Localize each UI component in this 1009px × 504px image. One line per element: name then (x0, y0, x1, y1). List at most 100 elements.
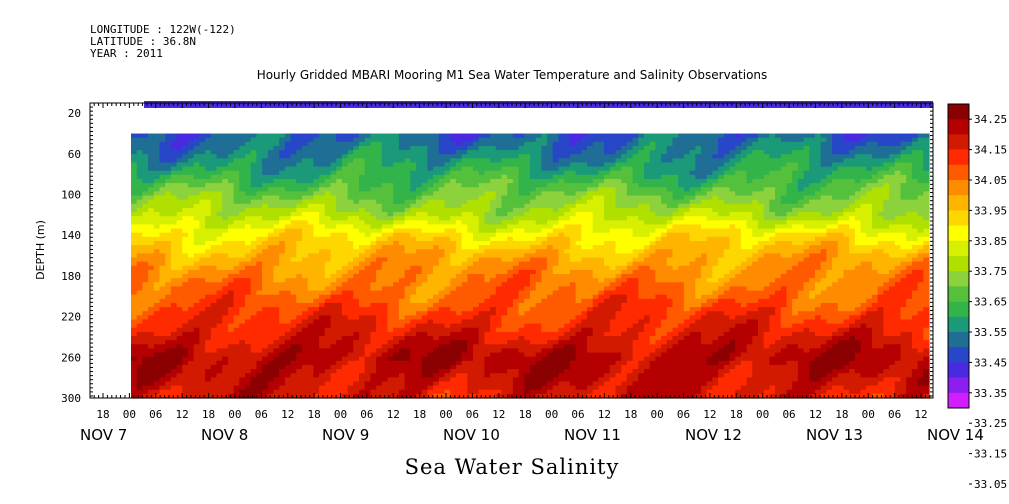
heatmap-cell (421, 389, 428, 395)
heatmap-cell (421, 154, 428, 159)
heatmap-cell (473, 257, 480, 263)
heatmap-cell (490, 286, 497, 292)
heatmap-cell (148, 265, 155, 271)
heatmap-cell (210, 240, 218, 246)
heatmap-cell (421, 360, 428, 366)
heatmap-cell (153, 278, 161, 283)
heatmap-cell (564, 224, 571, 230)
heatmap-cell (148, 311, 155, 316)
heatmap-cell (524, 224, 531, 230)
heatmap-cell (131, 369, 138, 374)
heatmap-cell (210, 150, 218, 155)
heatmap-cell (182, 315, 189, 321)
heatmap-cell (484, 174, 491, 180)
heatmap-cell (302, 253, 309, 259)
heatmap-cell (501, 150, 508, 155)
heatmap-cell (569, 323, 577, 329)
heatmap-cell (512, 174, 520, 180)
heatmap-cell (336, 224, 343, 230)
heatmap-cell (262, 336, 269, 341)
heatmap-cell (341, 195, 349, 201)
heatmap-cell (273, 269, 280, 275)
heatmap-cell (444, 286, 451, 292)
heatmap-cell (381, 207, 389, 213)
heatmap-cell (267, 174, 275, 180)
heatmap-cell (267, 389, 275, 395)
heatmap-cell (296, 236, 303, 242)
heatmap-cell (359, 249, 366, 254)
heatmap-cell (512, 199, 520, 205)
heatmap-cell (227, 191, 235, 197)
heatmap-cell (153, 290, 161, 296)
heatmap-cell (227, 389, 235, 395)
heatmap-cell (433, 290, 440, 296)
heatmap-cell (473, 240, 480, 246)
heatmap-cell (284, 356, 292, 362)
heatmap-cell (387, 236, 394, 242)
heatmap-cell (239, 311, 246, 316)
heatmap-cell (547, 286, 554, 292)
heatmap-cell (193, 224, 200, 230)
heatmap-cell (558, 199, 565, 205)
heatmap-cell (336, 150, 343, 155)
heatmap-cell (256, 356, 263, 362)
heatmap-cell (501, 199, 508, 205)
heatmap-cell (341, 265, 349, 271)
heatmap-cell (552, 385, 560, 391)
heatmap-cell (558, 286, 565, 292)
heatmap-cell (313, 298, 320, 304)
heatmap-cell (290, 344, 297, 350)
heatmap-cell (552, 278, 560, 283)
heatmap-cell (541, 286, 548, 292)
heatmap-cell (518, 286, 525, 292)
heatmap-cell (170, 282, 178, 288)
heatmap-cell (296, 269, 303, 275)
heatmap-cell (450, 187, 457, 192)
heatmap-cell (541, 340, 548, 345)
heatmap-cell (267, 162, 275, 168)
heatmap-cell (131, 228, 138, 234)
heatmap-cell (473, 360, 480, 366)
heatmap-cell (330, 249, 337, 254)
heatmap-cell (233, 369, 240, 374)
heatmap-cell (478, 298, 485, 304)
heatmap-cell (478, 274, 485, 279)
heatmap-cell (239, 216, 246, 221)
heatmap-cell (273, 348, 280, 354)
heatmap-cell (530, 253, 537, 259)
heatmap-cell (239, 203, 246, 209)
heatmap-cell (541, 145, 548, 151)
heatmap-cell (227, 174, 235, 180)
heatmap-cell (290, 158, 297, 164)
heatmap-cell (182, 393, 189, 399)
heatmap-cell (438, 166, 446, 172)
heatmap-cell (450, 360, 457, 366)
heatmap-cell (273, 319, 280, 325)
heatmap-cell (552, 224, 560, 230)
heatmap-cell (330, 331, 337, 337)
heatmap-cell (159, 174, 166, 180)
heatmap-cell (319, 348, 326, 354)
heatmap-cell (455, 319, 463, 325)
heatmap-cell (364, 133, 371, 139)
heatmap-cell (222, 282, 229, 288)
heatmap-cell (376, 240, 383, 246)
heatmap-cell (490, 294, 497, 300)
heatmap-cell (404, 207, 411, 213)
heatmap-cell (569, 195, 577, 201)
heatmap-cell (233, 385, 240, 391)
heatmap-cell (393, 286, 400, 292)
heatmap-cell (438, 232, 446, 238)
heatmap-cell (193, 373, 200, 378)
heatmap-cell (216, 236, 223, 242)
heatmap-cell (444, 236, 451, 242)
heatmap-cell (319, 302, 326, 308)
heatmap-cell (250, 319, 257, 325)
heatmap-cell (341, 216, 349, 221)
heatmap-cell (404, 145, 411, 151)
heatmap-cell (530, 344, 537, 350)
heatmap-cell (490, 141, 497, 147)
heatmap-cell (495, 327, 503, 333)
heatmap-cell (199, 348, 206, 354)
heatmap-cell (347, 269, 354, 275)
